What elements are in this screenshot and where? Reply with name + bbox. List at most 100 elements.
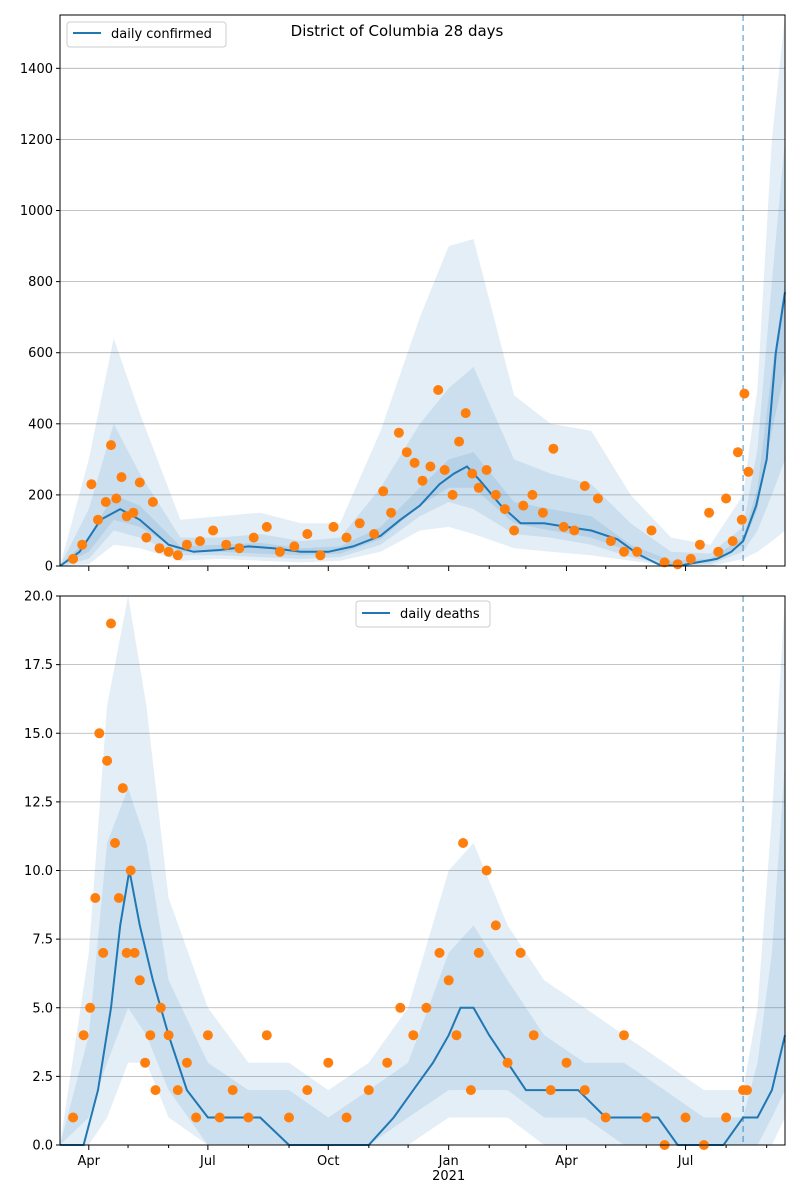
data-point bbox=[90, 893, 101, 903]
data-point bbox=[315, 550, 326, 561]
data-point bbox=[248, 532, 259, 543]
data-point bbox=[191, 1112, 202, 1123]
y-tick-label: 20.0 bbox=[24, 590, 53, 605]
y-tick-label: 200 bbox=[28, 488, 53, 503]
data-point bbox=[302, 1085, 313, 1096]
data-point bbox=[527, 489, 538, 500]
data-point bbox=[363, 1085, 374, 1096]
data-point bbox=[113, 893, 124, 903]
x-tick-label: Jul bbox=[199, 1154, 216, 1169]
data-point bbox=[465, 1085, 476, 1096]
data-point bbox=[208, 525, 219, 536]
data-point bbox=[481, 465, 492, 475]
data-point bbox=[155, 1002, 166, 1013]
y-tick-label: 1000 bbox=[20, 204, 53, 219]
confirmed-legend: daily confirmed bbox=[66, 21, 227, 48]
data-point bbox=[386, 507, 397, 518]
data-point bbox=[499, 504, 510, 515]
data-point bbox=[545, 1085, 556, 1096]
data-point bbox=[147, 497, 158, 507]
data-point bbox=[743, 466, 754, 477]
data-point bbox=[172, 1085, 183, 1096]
data-point bbox=[421, 1002, 432, 1013]
data-point bbox=[443, 975, 454, 986]
data-point bbox=[680, 1112, 691, 1123]
data-point bbox=[481, 865, 492, 876]
y-tick-label: 7.5 bbox=[32, 933, 53, 948]
y-tick-label: 800 bbox=[28, 275, 53, 290]
chart-title: District of Columbia 28 days bbox=[291, 22, 504, 40]
x-tick-label: Oct bbox=[317, 1154, 339, 1169]
x-tick-label: 2021 bbox=[432, 1169, 465, 1184]
y-tick-label: 1400 bbox=[20, 62, 53, 77]
data-point bbox=[739, 388, 750, 399]
data-point bbox=[537, 507, 548, 518]
data-point bbox=[713, 546, 724, 557]
deaths-legend-box bbox=[355, 600, 491, 628]
y-tick-label: 600 bbox=[28, 346, 53, 361]
x-tick-label: Apr bbox=[78, 1154, 101, 1169]
deaths-legend: daily deaths bbox=[355, 600, 491, 628]
data-point bbox=[98, 947, 109, 958]
data-point bbox=[284, 1112, 294, 1123]
confirmed-y-axis: 0 200 400 600 800 1000 1200 1400 bbox=[20, 62, 60, 575]
data-point bbox=[425, 461, 436, 472]
data-point bbox=[641, 1112, 652, 1123]
data-point bbox=[110, 838, 120, 848]
data-point bbox=[685, 553, 696, 564]
data-point bbox=[94, 728, 105, 739]
series-line bbox=[59, 292, 786, 568]
data-point bbox=[116, 472, 127, 483]
data-point bbox=[458, 838, 469, 848]
data-point bbox=[395, 1002, 406, 1013]
data-point bbox=[454, 436, 465, 447]
data-point bbox=[528, 1030, 539, 1041]
confirmed-axes-frame bbox=[59, 14, 786, 567]
data-point bbox=[117, 783, 128, 794]
data-point bbox=[727, 536, 738, 547]
data-point bbox=[518, 500, 529, 511]
data-point bbox=[502, 1057, 513, 1068]
deaths-legend-label: daily deaths bbox=[400, 607, 480, 622]
y-tick-label: 10.0 bbox=[24, 864, 53, 879]
uncertainty-band bbox=[60, 596, 785, 1145]
confirmed-panel: 0 200 400 600 800 1000 1200 1400 District of Co… bbox=[20, 14, 786, 575]
confirmed-legend-label: daily confirmed bbox=[111, 27, 212, 42]
x-tick-label: Jul bbox=[677, 1154, 694, 1169]
data-point bbox=[261, 1030, 272, 1041]
y-tick-label: 15.0 bbox=[24, 727, 53, 742]
data-point bbox=[605, 536, 616, 547]
data-point bbox=[558, 521, 569, 532]
data-point bbox=[490, 489, 501, 500]
data-point bbox=[672, 559, 683, 570]
data-point bbox=[77, 539, 88, 550]
data-point bbox=[341, 532, 352, 543]
data-point bbox=[68, 1112, 79, 1123]
data-point bbox=[202, 1030, 213, 1041]
data-point bbox=[163, 1030, 174, 1041]
data-point bbox=[93, 514, 103, 525]
confirmed-series bbox=[59, 292, 786, 570]
y-tick-label: 0 bbox=[45, 560, 53, 575]
data-point bbox=[632, 546, 643, 557]
data-point bbox=[128, 507, 139, 518]
data-point bbox=[111, 493, 122, 504]
data-point bbox=[467, 468, 478, 479]
data-point bbox=[592, 493, 603, 504]
data-point bbox=[742, 1085, 752, 1096]
data-point bbox=[227, 1085, 238, 1096]
deaths-series bbox=[60, 618, 786, 1150]
series-line bbox=[60, 870, 786, 1146]
data-point bbox=[433, 385, 444, 395]
data-point bbox=[382, 1057, 393, 1068]
data-point bbox=[106, 440, 116, 451]
data-point bbox=[100, 497, 111, 507]
data-point bbox=[323, 1057, 334, 1068]
data-point bbox=[694, 539, 705, 550]
data-point bbox=[600, 1112, 611, 1123]
data-point bbox=[181, 539, 192, 550]
data-point bbox=[102, 755, 113, 766]
data-point bbox=[659, 557, 670, 568]
deaths-uncertainty-bands bbox=[60, 596, 785, 1145]
